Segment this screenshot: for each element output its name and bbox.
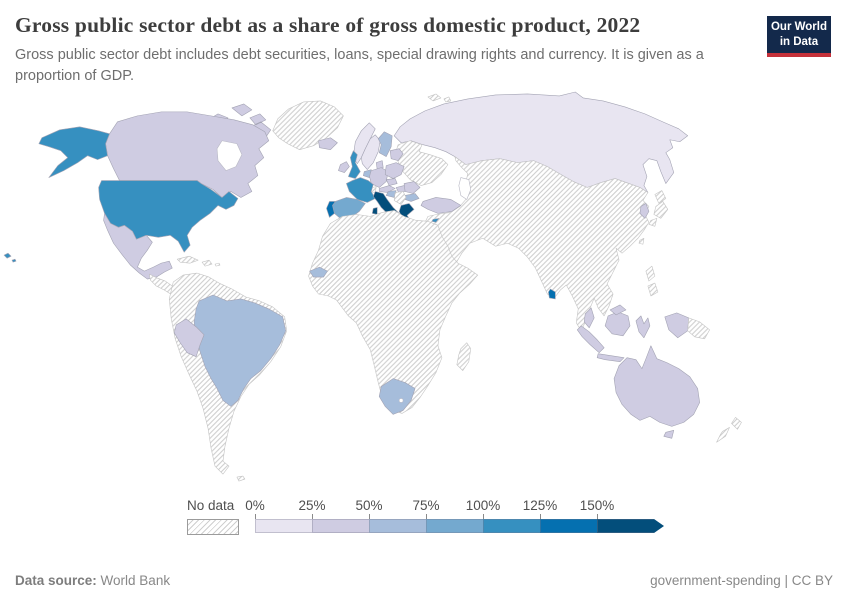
country-bulgaria[interactable] — [404, 193, 420, 202]
legend-tick-mark-0 — [255, 514, 256, 520]
country-portugal[interactable] — [326, 201, 336, 218]
legend-segment-1[interactable] — [312, 519, 369, 534]
legend-segment-5[interactable] — [540, 519, 597, 534]
region-falklands[interactable] — [236, 475, 246, 482]
legend-segments — [255, 519, 664, 534]
data-source: Data source: World Bank — [15, 573, 170, 588]
owid-logo-line2: in Data — [779, 35, 819, 48]
legend-segment-4[interactable] — [483, 519, 540, 534]
data-source-value: World Bank — [100, 573, 171, 588]
hudson-bay — [216, 140, 243, 171]
legend-tick-label-1: 25% — [298, 498, 326, 514]
legend-tick-mark-3 — [426, 514, 427, 520]
country-madagascar[interactable] — [456, 342, 472, 371]
world-map — [0, 89, 850, 497]
map-legend: No data 0% 25% 50% 75% 100% 125% 150% — [187, 498, 850, 540]
footer-links: government-spending | CC BY — [650, 573, 833, 588]
country-brazil[interactable] — [193, 294, 286, 407]
country-poland[interactable] — [384, 162, 405, 179]
region-svalbard[interactable] — [427, 93, 452, 103]
legend-segment-2[interactable] — [369, 519, 426, 534]
country-iceland[interactable] — [318, 137, 338, 151]
license-link[interactable]: CC BY — [791, 573, 833, 588]
legend-tick-mark-5 — [540, 514, 541, 520]
country-romania[interactable] — [403, 181, 421, 194]
country-new-zealand[interactable] — [716, 417, 742, 443]
country-south-korea[interactable] — [639, 203, 650, 219]
data-source-label: Data source: — [15, 573, 97, 588]
country-malaysia[interactable] — [583, 304, 627, 329]
country-croatia[interactable] — [385, 190, 397, 198]
country-czechia[interactable] — [385, 178, 398, 186]
chart-slug-link[interactable]: government-spending — [650, 573, 781, 588]
country-sweden[interactable] — [361, 134, 381, 170]
country-mexico[interactable] — [103, 213, 173, 280]
chart-subtitle: Gross public sector debt includes debt s… — [15, 47, 704, 85]
chart-header: Gross public sector debt as a share of g… — [0, 0, 850, 87]
legend-tick-mark-6 — [597, 514, 598, 520]
country-png[interactable] — [687, 317, 710, 340]
region-baltics[interactable] — [389, 148, 404, 161]
region-benelux[interactable] — [363, 169, 372, 178]
country-sri-lanka[interactable] — [548, 288, 556, 300]
region-asia[interactable] — [419, 156, 650, 332]
chart-footer: Data source: World Bank government-spend… — [0, 573, 850, 588]
caspian-sea — [458, 177, 472, 200]
legend-tick-label-6: 150% — [579, 498, 615, 514]
country-usa-hawaii[interactable] — [3, 252, 17, 263]
legend-no-data-swatch[interactable] — [187, 519, 239, 536]
country-indonesia[interactable] — [576, 311, 690, 362]
country-cyprus[interactable] — [431, 218, 440, 223]
country-denmark[interactable] — [375, 160, 384, 170]
choropleth-map-svg — [3, 91, 742, 482]
legend-tick-label-5: 125% — [522, 498, 558, 514]
legend-tick-label-4: 100% — [465, 498, 501, 514]
legend-no-data-label: No data — [187, 498, 235, 514]
country-finland[interactable] — [377, 131, 393, 157]
country-turkey[interactable] — [420, 197, 462, 214]
country-japan[interactable] — [648, 190, 669, 227]
country-south-africa[interactable] — [378, 378, 416, 415]
legend-arrow — [654, 519, 664, 534]
country-greenland[interactable] — [272, 100, 344, 151]
lesotho-enclave — [398, 398, 404, 403]
country-ireland[interactable] — [338, 161, 350, 173]
legend-tick-mark-4 — [483, 514, 484, 520]
legend-tick-label-0: 0% — [245, 498, 265, 514]
region-africa[interactable] — [308, 210, 479, 414]
country-peru[interactable] — [173, 318, 205, 358]
owid-logo-line1: Our World — [770, 21, 827, 34]
legend-tick-mark-1 — [312, 514, 313, 520]
legend-tick-mark-2 — [369, 514, 370, 520]
country-australia[interactable] — [613, 345, 700, 439]
page-title: Gross public sector debt as a share of g… — [15, 13, 641, 37]
footer-separator: | — [780, 573, 792, 588]
legend-segment-3[interactable] — [426, 519, 483, 534]
owid-logo-text: Our World in Data — [771, 20, 827, 49]
country-uk[interactable] — [348, 150, 361, 179]
country-senegal[interactable] — [309, 266, 328, 278]
owid-logo[interactable]: Our World in Data — [767, 16, 831, 57]
region-caribbean[interactable] — [176, 255, 221, 267]
country-philippines[interactable] — [645, 265, 659, 297]
legend-tick-label-2: 50% — [355, 498, 383, 514]
legend-segment-6[interactable] — [597, 519, 654, 534]
country-austria[interactable] — [378, 185, 396, 193]
legend-tick-label-3: 75% — [412, 498, 440, 514]
country-taiwan[interactable] — [638, 238, 645, 245]
legend-segment-0[interactable] — [255, 519, 312, 534]
region-balkans[interactable] — [393, 191, 407, 205]
country-usa-alaska[interactable] — [38, 126, 110, 178]
region-ukraine-belarus[interactable] — [395, 140, 449, 186]
